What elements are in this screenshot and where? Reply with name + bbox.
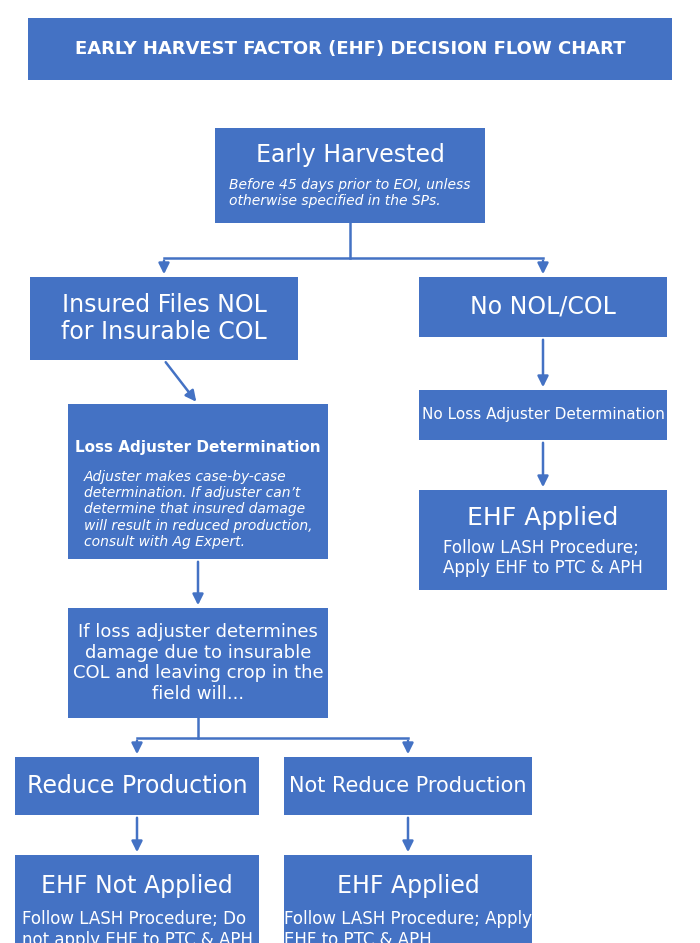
Text: Insured Files NOL
for Insurable COL: Insured Files NOL for Insurable COL bbox=[61, 292, 267, 344]
Bar bbox=[419, 277, 667, 337]
Bar bbox=[284, 757, 532, 815]
Text: EHF Applied: EHF Applied bbox=[468, 506, 619, 530]
Text: Follow LASH Procedure; Do
not apply EHF to PTC & APH: Follow LASH Procedure; Do not apply EHF … bbox=[22, 910, 253, 943]
Text: EHF Applied: EHF Applied bbox=[337, 874, 480, 898]
Text: Early Harvested: Early Harvested bbox=[256, 142, 444, 167]
Text: Loss Adjuster Determination: Loss Adjuster Determination bbox=[75, 439, 321, 455]
Bar bbox=[68, 608, 328, 718]
Bar bbox=[68, 404, 328, 559]
Text: Not Reduce Production: Not Reduce Production bbox=[289, 776, 526, 796]
Bar bbox=[15, 757, 259, 815]
Text: Follow LASH Procedure; Apply
EHF to PTC & APH: Follow LASH Procedure; Apply EHF to PTC … bbox=[284, 910, 532, 943]
Text: No NOL/COL: No NOL/COL bbox=[470, 295, 616, 319]
Bar bbox=[284, 855, 532, 943]
Text: No Loss Adjuster Determination: No Loss Adjuster Determination bbox=[421, 407, 664, 422]
Bar bbox=[419, 390, 667, 440]
Bar bbox=[419, 490, 667, 590]
Text: Before 45 days prior to EOI, unless
otherwise specified in the SPs.: Before 45 days prior to EOI, unless othe… bbox=[230, 177, 470, 207]
Bar bbox=[30, 277, 298, 360]
Text: Follow LASH Procedure;
Apply EHF to PTC & APH: Follow LASH Procedure; Apply EHF to PTC … bbox=[443, 538, 643, 577]
Text: Adjuster makes case-by-case
determination. If adjuster can’t
determine that insu: Adjuster makes case-by-case determinatio… bbox=[84, 470, 312, 549]
Text: EARLY HARVEST FACTOR (EHF) DECISION FLOW CHART: EARLY HARVEST FACTOR (EHF) DECISION FLOW… bbox=[75, 40, 625, 58]
Text: If loss adjuster determines
damage due to insurable
COL and leaving crop in the
: If loss adjuster determines damage due t… bbox=[73, 622, 323, 703]
Text: EHF Not Applied: EHF Not Applied bbox=[41, 874, 233, 898]
Bar bbox=[28, 18, 672, 80]
Text: Reduce Production: Reduce Production bbox=[27, 774, 247, 798]
Bar bbox=[15, 855, 259, 943]
Bar bbox=[215, 128, 485, 223]
